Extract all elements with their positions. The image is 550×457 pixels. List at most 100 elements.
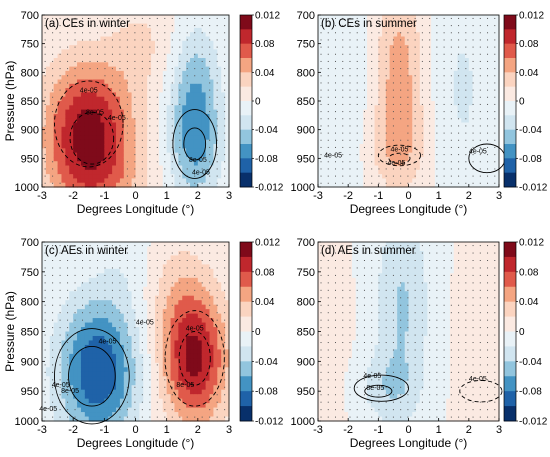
- significance-dot: [342, 146, 344, 148]
- heatmap-cell: [446, 174, 451, 179]
- heatmap-cell: [495, 58, 500, 63]
- heatmap-cell: [318, 144, 323, 149]
- heatmap-cell: [329, 92, 334, 98]
- heatmap-cell: [190, 15, 195, 20]
- heatmap-cell: [378, 169, 383, 175]
- heatmap-cell: [325, 19, 330, 25]
- heatmap-cell: [397, 101, 402, 106]
- heatmap-cell: [465, 174, 470, 179]
- heatmap-cell: [92, 139, 98, 145]
- heatmap-cell: [465, 58, 470, 63]
- heatmap-cell: [186, 148, 191, 154]
- heatmap-cell: [483, 152, 489, 158]
- significance-dot: [479, 125, 481, 127]
- heatmap-cell: [92, 148, 98, 154]
- heatmap-cell: [108, 182, 113, 188]
- heatmap-cell: [77, 53, 82, 59]
- heatmap-cell: [389, 40, 395, 46]
- heatmap-cell: [108, 15, 113, 20]
- heatmap-cell: [84, 126, 90, 132]
- heatmap-cell: [123, 66, 129, 72]
- heatmap-cell: [483, 105, 489, 111]
- heatmap-cell: [197, 45, 203, 50]
- heatmap-cell: [186, 182, 191, 188]
- heatmap-cell: [178, 148, 183, 154]
- heatmap-cell: [480, 27, 485, 33]
- heatmap-cell: [363, 66, 368, 72]
- significance-dot: [171, 96, 173, 98]
- heatmap-cell: [217, 92, 222, 98]
- heatmap-cell: [321, 122, 327, 128]
- heatmap-cell: [449, 165, 455, 171]
- heatmap-cell: [385, 126, 391, 132]
- heatmap-cell: [170, 66, 176, 72]
- heatmap-cell: [434, 156, 440, 162]
- heatmap-cell: [69, 118, 74, 124]
- heatmap-cell: [472, 165, 477, 171]
- heatmap-cell: [135, 45, 140, 50]
- significance-dot: [335, 154, 336, 156]
- heatmap-cell: [491, 118, 496, 124]
- heatmap-cell: [80, 75, 86, 81]
- heatmap-cell: [201, 83, 207, 89]
- heatmap-cell: [378, 88, 383, 93]
- heatmap-cell: [123, 178, 129, 184]
- heatmap-cell: [116, 101, 121, 106]
- significance-dot: [104, 68, 106, 70]
- heatmap-cell: [178, 144, 183, 149]
- heatmap-cell: [221, 66, 226, 72]
- heatmap-cell: [170, 152, 176, 158]
- heatmap-cell: [84, 113, 90, 119]
- heatmap-cell: [221, 40, 226, 46]
- heatmap-cell: [147, 122, 152, 128]
- heatmap-cell: [340, 148, 345, 154]
- heatmap-cell: [190, 32, 195, 38]
- heatmap-cell: [385, 96, 391, 102]
- heatmap-cell: [404, 122, 410, 128]
- heatmap-cell: [193, 45, 199, 50]
- significance-dot: [487, 46, 489, 48]
- heatmap-cell: [344, 174, 349, 179]
- significance-dot: [52, 17, 54, 19]
- heatmap-cell: [434, 36, 440, 42]
- heatmap-cell: [158, 92, 164, 98]
- heatmap-cell: [57, 83, 63, 89]
- heatmap-cell: [73, 40, 78, 46]
- heatmap-cell: [42, 58, 47, 63]
- heatmap-cell: [446, 88, 451, 93]
- colorbar-segment: [504, 129, 516, 145]
- heatmap-cell: [178, 174, 183, 179]
- heatmap-cell: [359, 49, 364, 55]
- significance-dot: [356, 68, 358, 70]
- heatmap-cell: [363, 70, 368, 76]
- significance-dot: [487, 82, 489, 84]
- heatmap-cell: [151, 40, 156, 46]
- heatmap-cell: [221, 169, 226, 175]
- heatmap-cell: [431, 53, 436, 59]
- heatmap-cell: [427, 165, 432, 171]
- heatmap-cell: [77, 70, 82, 76]
- heatmap-cell: [431, 40, 436, 46]
- significance-dot: [472, 68, 474, 70]
- heatmap-cell: [170, 178, 176, 184]
- heatmap-cell: [112, 126, 117, 132]
- heatmap-cell: [412, 92, 417, 98]
- heatmap-cell: [186, 79, 191, 85]
- heatmap-cell: [53, 66, 59, 72]
- heatmap-cell: [333, 40, 338, 46]
- heatmap-cell: [127, 32, 133, 38]
- heatmap-cell: [61, 118, 66, 124]
- heatmap-cell: [483, 96, 489, 102]
- heatmap-cell: [42, 139, 47, 145]
- heatmap-cell: [389, 126, 395, 132]
- significance-dot: [59, 68, 61, 70]
- heatmap-cell: [65, 36, 70, 42]
- heatmap-cell: [446, 40, 451, 46]
- heatmap-cell: [434, 148, 440, 154]
- heatmap-cell: [73, 70, 78, 76]
- heatmap-cell: [139, 66, 144, 72]
- heatmap-cell: [378, 178, 383, 184]
- contour-label: 4e-05: [108, 115, 126, 122]
- heatmap-cell: [491, 148, 496, 154]
- heatmap-cell: [201, 144, 207, 149]
